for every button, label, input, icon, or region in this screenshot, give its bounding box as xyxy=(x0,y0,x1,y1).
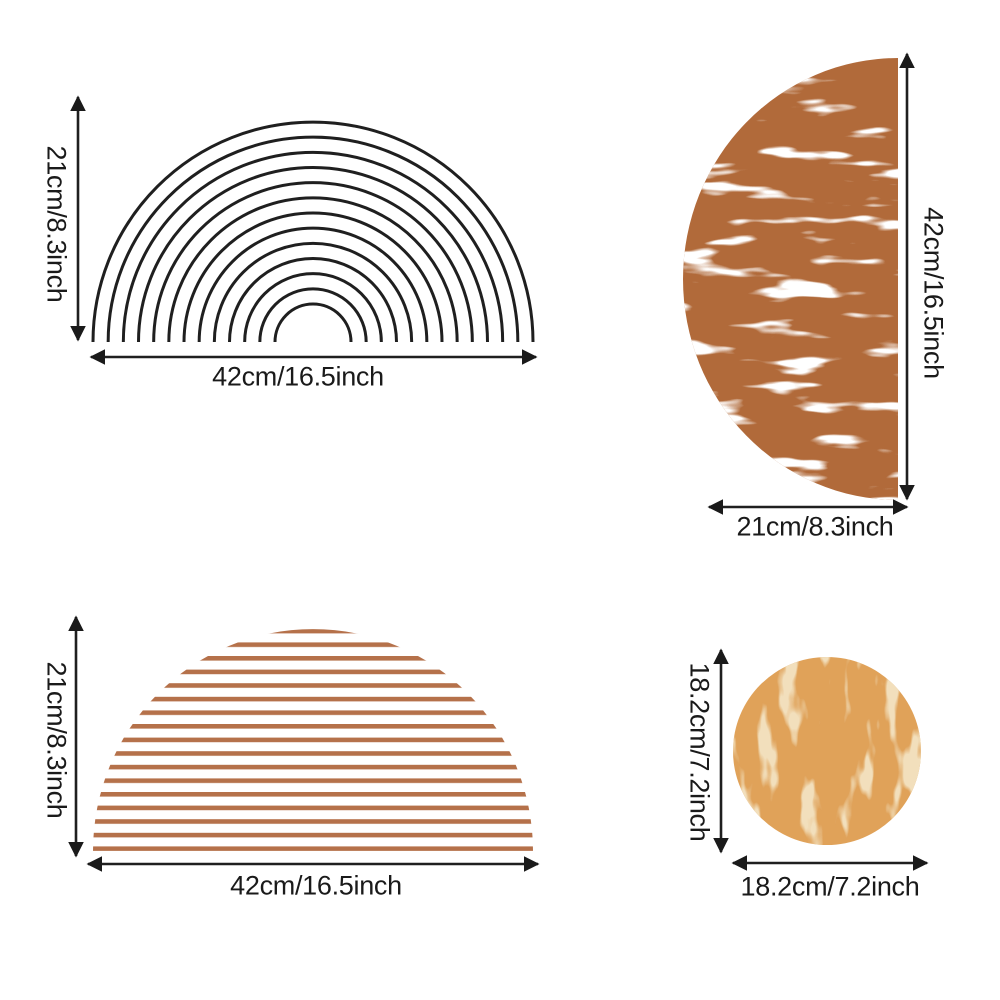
rainbow-arc-line xyxy=(228,257,398,343)
rainbow-arc-line xyxy=(121,150,505,343)
rainbow-arch-shape xyxy=(91,120,535,343)
half-circle-width-label: 21cm/8.3inch xyxy=(736,511,894,542)
circle-height-label: 18.2cm/7.2inch xyxy=(684,662,715,842)
rainbow-arc-line xyxy=(106,135,520,343)
half-circle-dimension-arrows xyxy=(707,52,915,515)
rainbow-dimension-arrows xyxy=(70,95,538,365)
circle-width-label: 18.2cm/7.2inch xyxy=(740,871,920,902)
rainbow-arc-line xyxy=(258,287,368,343)
rainbow-arc-line xyxy=(212,241,414,343)
rainbow-arc-line xyxy=(137,166,489,343)
striped-semicircle-shape xyxy=(93,629,533,851)
marble-half-circle-shape xyxy=(683,58,898,500)
striped-semicircle-dimension-arrows xyxy=(68,615,540,872)
rainbow-arc-line xyxy=(243,272,383,343)
rainbow-arc-line xyxy=(273,302,353,343)
circle-marble-texture xyxy=(733,657,921,845)
rainbow-arc-line xyxy=(91,120,535,343)
rainbow-arc-line xyxy=(167,196,459,343)
striped-semicircle-width-label: 42cm/16.5inch xyxy=(230,870,402,901)
rainbow-width-label: 42cm/16.5inch xyxy=(212,361,384,392)
striped-semicircle-height-label: 21cm/8.3inch xyxy=(41,661,72,819)
rainbow-height-label: 21cm/8.3inch xyxy=(41,145,72,303)
half-circle-marble-texture xyxy=(683,58,898,500)
circle-dimension-arrows xyxy=(713,648,929,871)
rainbow-arc-line xyxy=(197,226,429,343)
rainbow-arc-line xyxy=(182,211,444,343)
rainbow-arc-line xyxy=(152,181,474,343)
marble-circle-shape xyxy=(733,657,921,845)
half-circle-height-label: 42cm/16.5inch xyxy=(918,207,949,379)
